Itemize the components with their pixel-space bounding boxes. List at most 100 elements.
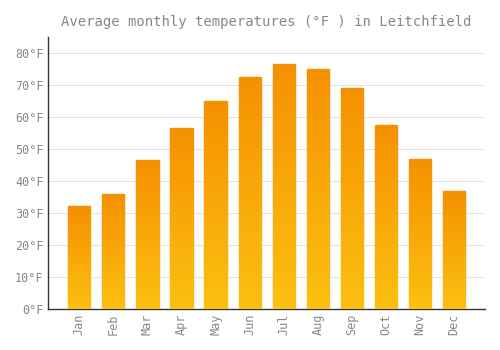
Bar xyxy=(306,218,329,223)
Bar xyxy=(409,159,431,162)
Bar xyxy=(102,217,124,219)
Bar xyxy=(306,155,329,160)
Bar xyxy=(68,233,90,235)
Bar xyxy=(136,160,158,163)
Bar xyxy=(341,185,363,190)
Bar xyxy=(341,251,363,256)
Bar xyxy=(204,271,227,275)
Bar xyxy=(170,218,192,222)
Bar xyxy=(341,93,363,97)
Bar xyxy=(204,292,227,296)
Bar xyxy=(170,226,192,229)
Bar xyxy=(68,272,90,274)
Bar xyxy=(68,235,90,237)
Bar xyxy=(136,217,158,219)
Bar xyxy=(170,164,192,168)
Bar xyxy=(272,274,295,279)
Bar xyxy=(102,201,124,203)
Bar xyxy=(375,198,397,202)
Bar xyxy=(272,89,295,93)
Bar xyxy=(375,158,397,162)
Bar xyxy=(170,284,192,287)
Bar xyxy=(238,105,260,110)
Bar xyxy=(341,163,363,168)
Bar xyxy=(136,261,158,264)
Bar xyxy=(306,107,329,112)
Bar xyxy=(409,240,431,243)
Bar xyxy=(375,132,397,136)
Bar xyxy=(341,247,363,251)
Bar xyxy=(341,278,363,282)
Bar xyxy=(272,108,295,113)
Bar xyxy=(68,229,90,231)
Bar xyxy=(136,234,158,237)
Bar xyxy=(102,242,124,244)
Bar xyxy=(136,291,158,294)
Bar xyxy=(272,64,295,309)
Bar xyxy=(341,97,363,101)
Bar xyxy=(341,269,363,273)
Bar xyxy=(204,259,227,263)
Bar xyxy=(409,255,431,258)
Bar xyxy=(375,140,397,144)
Bar xyxy=(68,260,90,262)
Bar xyxy=(443,243,465,245)
Bar xyxy=(409,191,431,195)
Bar xyxy=(238,262,260,267)
Bar xyxy=(409,174,431,177)
Bar xyxy=(204,213,227,217)
Bar xyxy=(375,283,397,287)
Bar xyxy=(375,305,397,309)
Bar xyxy=(375,268,397,272)
Bar xyxy=(68,206,90,209)
Bar xyxy=(272,157,295,162)
Bar xyxy=(306,261,329,266)
Bar xyxy=(306,69,329,309)
Bar xyxy=(375,235,397,239)
Bar xyxy=(204,226,227,230)
Bar xyxy=(443,304,465,306)
Bar xyxy=(102,288,124,290)
Bar xyxy=(102,302,124,304)
Bar xyxy=(341,176,363,181)
Bar xyxy=(375,154,397,158)
Bar xyxy=(136,255,158,258)
Bar xyxy=(238,133,260,137)
Bar xyxy=(170,298,192,302)
Bar xyxy=(443,287,465,290)
Bar xyxy=(136,169,158,172)
Bar xyxy=(443,226,465,228)
Bar xyxy=(272,240,295,245)
Bar xyxy=(306,246,329,251)
Bar xyxy=(272,211,295,216)
Bar xyxy=(272,216,295,221)
Bar xyxy=(68,213,90,215)
Bar xyxy=(272,270,295,274)
Bar xyxy=(136,294,158,297)
Bar xyxy=(204,296,227,300)
Bar xyxy=(375,301,397,305)
Bar xyxy=(204,142,227,147)
Bar xyxy=(170,229,192,233)
Bar xyxy=(409,213,431,216)
Bar xyxy=(170,254,192,258)
Bar xyxy=(306,227,329,232)
Bar xyxy=(238,207,260,211)
Bar xyxy=(306,131,329,136)
Bar xyxy=(409,288,431,291)
Bar xyxy=(68,219,90,221)
Bar xyxy=(238,225,260,230)
Bar xyxy=(272,245,295,250)
Bar xyxy=(170,287,192,291)
Bar xyxy=(238,179,260,184)
Bar xyxy=(238,244,260,248)
Bar xyxy=(102,284,124,286)
Bar xyxy=(306,294,329,299)
Bar xyxy=(341,225,363,229)
Bar xyxy=(306,136,329,141)
Bar xyxy=(443,283,465,285)
Bar xyxy=(272,142,295,147)
Bar xyxy=(170,128,192,309)
Bar xyxy=(68,286,90,288)
Bar xyxy=(102,297,124,300)
